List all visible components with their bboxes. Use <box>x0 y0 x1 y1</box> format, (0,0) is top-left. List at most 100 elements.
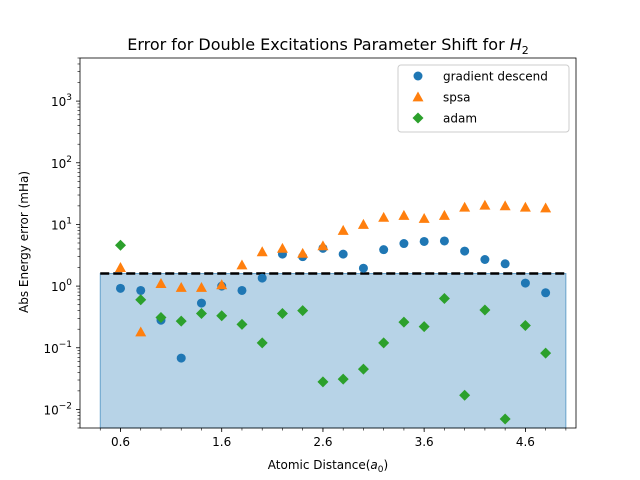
data-point-diamond <box>438 292 450 304</box>
x-axis-label-math: a <box>370 458 377 472</box>
data-point-circle <box>115 283 125 293</box>
data-point-triangle <box>195 281 207 292</box>
data-point-triangle <box>317 240 329 251</box>
x-tick-label: 3.6 <box>415 435 434 449</box>
x-tick-label: 2.6 <box>313 435 332 449</box>
data-point-circle <box>541 288 551 298</box>
data-point-triangle <box>297 247 309 258</box>
chart-title-text: Error for Double Excitations Parameter S… <box>127 35 510 54</box>
data-point-triangle <box>155 278 167 288</box>
legend-entry: spsa <box>412 91 470 105</box>
data-point-triangle <box>357 218 369 229</box>
x-axis-label: Atomic Distance(a0) <box>268 458 388 475</box>
data-point-triangle <box>519 201 531 212</box>
data-point-circle <box>439 236 449 246</box>
legend-label: adam <box>443 112 477 126</box>
chart-title: Error for Double Excitations Parameter S… <box>127 35 529 57</box>
data-point-triangle <box>256 246 268 257</box>
data-point-circle <box>257 273 267 283</box>
data-point-diamond <box>195 307 207 319</box>
data-point-triangle <box>378 211 390 222</box>
y-tick-label: 102 <box>51 155 72 171</box>
y-tick-label: 103 <box>51 93 72 109</box>
x-tick-label: 4.6 <box>516 435 535 449</box>
data-point-diamond <box>378 337 390 349</box>
data-point-triangle <box>540 202 552 213</box>
shaded-region-layer <box>99 273 567 429</box>
y-axis-label: Abs Energy error (mHa) <box>17 171 31 313</box>
data-point-diamond <box>256 337 268 349</box>
data-point-diamond <box>540 347 552 359</box>
data-point-diamond <box>459 389 471 401</box>
data-point-triangle <box>438 209 450 220</box>
y-tick-label: 10−2 <box>43 401 72 417</box>
series-2-points <box>114 239 552 425</box>
data-point-circle <box>136 285 146 295</box>
legend-label: gradient descend <box>443 70 548 84</box>
data-point-diamond <box>357 363 369 375</box>
data-point-circle <box>196 298 206 308</box>
data-point-circle <box>419 236 429 246</box>
data-point-diamond <box>216 310 228 322</box>
series-1-points <box>114 199 552 337</box>
data-markers-layer <box>114 199 552 425</box>
legend-label: spsa <box>443 91 470 105</box>
legend-marker-diamond <box>412 112 424 124</box>
data-point-diamond <box>236 318 248 330</box>
data-point-diamond <box>114 239 126 251</box>
chart-title-math-subscript: 2 <box>522 44 529 57</box>
legend-items: gradient descend spsa adam <box>412 70 548 126</box>
data-point-triangle <box>499 200 511 211</box>
data-point-triangle <box>114 262 126 272</box>
shaded-region <box>99 273 567 429</box>
data-point-diamond <box>276 307 288 319</box>
data-point-diamond <box>317 376 329 388</box>
legend-entry: gradient descend <box>413 70 548 84</box>
data-point-circle <box>338 249 348 259</box>
chart-title-math: H <box>510 35 522 54</box>
x-axis-label-suffix: ) <box>384 458 389 472</box>
data-point-triangle <box>398 209 410 220</box>
data-point-triangle <box>276 242 288 253</box>
y-tick-label: 10−1 <box>43 340 72 356</box>
data-point-diamond <box>479 304 491 316</box>
x-axis: 0.6 1.6 2.6 3.6 4.6 <box>99 428 567 449</box>
legend-box <box>397 64 570 133</box>
x-tick-label: 0.6 <box>111 435 130 449</box>
data-point-circle <box>358 263 368 273</box>
data-point-triangle <box>175 281 187 292</box>
data-point-triangle <box>459 201 471 212</box>
x-tick-label: 1.6 <box>212 435 231 449</box>
data-point-circle <box>399 239 409 249</box>
data-point-circle <box>176 353 186 363</box>
data-point-diamond <box>175 315 187 327</box>
data-point-diamond <box>337 373 349 385</box>
data-point-diamond <box>297 305 309 317</box>
x-axis-label-text: Atomic Distance( <box>268 458 371 472</box>
data-point-diamond <box>418 321 430 333</box>
data-point-diamond <box>499 413 511 425</box>
data-point-circle <box>460 246 470 256</box>
y-tick-label: 100 <box>51 278 72 294</box>
legend-marker-circle <box>413 71 423 81</box>
data-point-circle <box>237 285 247 295</box>
data-point-diamond <box>519 319 531 331</box>
legend-marker-triangle <box>412 91 424 102</box>
data-point-circle <box>480 255 490 265</box>
data-point-triangle <box>418 212 430 223</box>
data-point-circle <box>520 278 530 288</box>
data-point-triangle <box>135 326 147 337</box>
data-point-circle <box>379 245 389 255</box>
data-point-diamond <box>155 311 167 323</box>
data-point-circle <box>500 259 510 269</box>
y-tick-label: 101 <box>51 216 72 232</box>
legend: gradient descend spsa adam <box>397 64 570 133</box>
y-axis: 10−2 10−1 100 101 102 103 <box>43 57 80 429</box>
legend-entry: adam <box>412 112 477 126</box>
data-point-triangle <box>337 224 349 235</box>
data-point-diamond <box>398 316 410 328</box>
data-point-triangle <box>479 199 491 210</box>
data-point-diamond <box>135 294 147 306</box>
data-point-triangle <box>236 259 248 270</box>
